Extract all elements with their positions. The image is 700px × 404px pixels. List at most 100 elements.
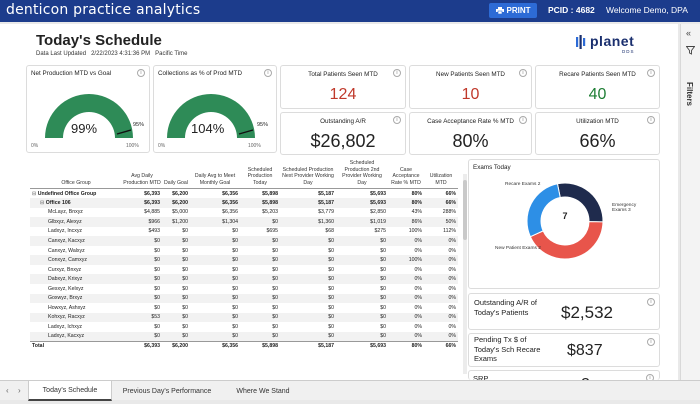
table-row[interactable]: Kohxyz, Racxyz $53 $0 $0 $0 $0 $0 0% 0%	[30, 312, 458, 323]
col-header[interactable]: Utilization MTD	[429, 173, 453, 186]
col-header[interactable]: Scheduled Production Next Provider Worki…	[282, 166, 334, 186]
row-label: Dabxyz, Krixyz	[30, 274, 122, 284]
info-icon[interactable]: i	[393, 116, 401, 124]
info-icon[interactable]: i	[647, 298, 655, 306]
table-cell: $0	[182, 228, 188, 235]
print-button[interactable]: PRINT	[489, 3, 537, 18]
row-label: Glbxyz, Alexyz	[30, 217, 122, 227]
info-icon[interactable]: i	[647, 116, 655, 124]
side-card-outstanding-ar[interactable]: Outstanding A/R of Today's Patients $2,5…	[468, 293, 660, 330]
gauge-card-collections[interactable]: Collections as % of Prod MTD i 104% 95% …	[153, 65, 277, 153]
col-header[interactable]: Daily Avg to Meet Monthly Goal	[194, 173, 236, 186]
table-cell: $0	[190, 331, 240, 342]
table-row[interactable]: ⊟ Office 106 $6,393 $6,200 $6,356 $5,898 $5,1…	[30, 198, 458, 208]
total-label: Total	[32, 343, 45, 350]
scrollbar-thumb[interactable]	[463, 180, 467, 240]
kpi-case-acceptance[interactable]: Case Acceptance Rate % MTD i 80%	[409, 112, 532, 155]
table-cell: 0%	[414, 266, 423, 273]
kpi-total-patients[interactable]: Total Patients Seen MTD i 124	[280, 65, 406, 109]
table-cell: $0	[154, 323, 160, 330]
table-cell: $275	[374, 228, 386, 235]
table-cell: $0	[182, 323, 188, 330]
col-header[interactable]: Office Group	[61, 179, 91, 186]
table-row[interactable]: McLayz, Bnxyz $4,885 $5,000 $6,356 $5,203 $3,…	[30, 208, 458, 218]
table-cell: $0	[162, 312, 190, 323]
right-rail: « Filters	[680, 24, 700, 380]
tab-todays-schedule[interactable]: Today's Schedule	[28, 381, 112, 401]
planet-dds-logo: planet DDS	[576, 33, 646, 55]
table-cell: 0%	[448, 266, 457, 273]
table-row[interactable]: Glbxyz, Alexyz $966 $1,200 $1,304 $0 $1,360 $1…	[30, 217, 458, 227]
table-row[interactable]: ⊟ Undefined Office Group $6,393 $6,200 $6,3…	[30, 189, 458, 199]
kpi-outstanding-ar[interactable]: Outstanding A/R i $26,802	[280, 112, 406, 155]
table-row[interactable]: Ladxyz, Ichxyz $0 $0 $0 $0 $0 $0 0% 0%	[30, 322, 458, 332]
table-cell: $695	[266, 228, 278, 235]
tab-where-we-stand[interactable]: Where We Stand	[236, 387, 290, 395]
gauge-max: 100%	[126, 143, 139, 149]
col-header[interactable]: Scheduled Production Today	[247, 166, 273, 186]
filter-icon[interactable]	[685, 46, 696, 57]
side-card-srp[interactable]	[468, 370, 660, 380]
collapse-toggle-icon[interactable]: ⊟	[40, 199, 46, 206]
table-cell: $0	[162, 274, 190, 284]
exams-title: Exams Today	[473, 164, 511, 171]
table-cell: 66%	[445, 190, 456, 197]
table-row[interactable]: Canxyz, Walxyz $0 $0 $0 $0 $0 $0 0% 0%	[30, 246, 458, 256]
timezone-label: Pacific Time	[155, 51, 188, 57]
table-row[interactable]: Gesxyz, Kelxyz $0 $0 $0 $0 $0 $0 0% 0%	[30, 284, 458, 294]
info-icon[interactable]: i	[647, 338, 655, 346]
total-cell: 80%	[411, 343, 422, 350]
kpi-value: 80%	[452, 131, 489, 151]
table-cell: $6,393	[144, 190, 160, 197]
info-icon[interactable]: i	[264, 69, 272, 77]
table-row[interactable]: Goxwyz, Brxyz $0 $0 $0 $0 $0 $0 0% 0%	[30, 293, 458, 304]
exams-today-card[interactable]: Exams Today Recare Exams 2 Emergency Exa…	[468, 159, 660, 289]
table-cell: 0%	[424, 236, 458, 246]
info-icon[interactable]: i	[393, 69, 401, 77]
print-label: PRINT	[506, 6, 531, 15]
side-card-pending-tx[interactable]: Pending Tx $ of Today's Sch Recare Exams…	[468, 333, 660, 367]
donut-slice[interactable]	[526, 183, 561, 238]
col-header[interactable]: Scheduled Production 2nd Provider Workin…	[342, 160, 382, 186]
table-row[interactable]: Curxyz, Bnxyz $0 $0 $0 $0 $0 $0 0% 0%	[30, 265, 458, 275]
welcome-user[interactable]: Welcome Demo, DPA	[606, 5, 688, 15]
tab-previous-days-performance[interactable]: Previous Day's Performance	[122, 387, 212, 395]
info-icon[interactable]: i	[137, 69, 145, 77]
row-name: Gesxyz, Kelxyz	[48, 285, 84, 292]
table-cell: $6,393	[122, 198, 162, 208]
table-cell: $493	[148, 228, 160, 235]
matrix-scrollbar[interactable]	[463, 174, 467, 374]
table-row[interactable]: Dabxyz, Krixyz $0 $0 $0 $0 $0 $0 0% 0%	[30, 274, 458, 284]
row-label: Conxyz, Camxyz	[30, 255, 122, 265]
table-cell: $0	[240, 255, 280, 265]
filters-label[interactable]: Filters	[685, 82, 694, 107]
table-cell: $0	[336, 331, 388, 342]
collapse-toggle-icon[interactable]: ⊟	[32, 190, 38, 197]
kpi-new-patients[interactable]: New Patients Seen MTD i 10	[409, 65, 532, 109]
kpi-utilization[interactable]: Utilization MTD i 66%	[535, 112, 660, 155]
table-row[interactable]: Howxyz, Ashxyz $0 $0 $0 $0 $0 $0 0% 0%	[30, 303, 458, 313]
exams-donut-chart	[526, 182, 604, 260]
tab-prev-icon[interactable]: ‹	[6, 386, 9, 395]
col-header[interactable]: Avg Daily Production MTD	[123, 173, 161, 186]
table-row[interactable]: Canxyz, Kacxyz $0 $0 $0 $0 $0 $0 0% 0%	[30, 236, 458, 246]
table-cell: 100%	[408, 228, 422, 235]
kpi-recare-patients[interactable]: Recare Patients Seen MTD i 40	[535, 65, 660, 109]
info-icon[interactable]: i	[647, 69, 655, 77]
office-group-matrix[interactable]: Office Group Avg Daily Production MTD Da…	[30, 159, 460, 379]
col-header[interactable]: Case Acceptance Rate % MTD	[391, 166, 421, 186]
collapse-chevrons-icon[interactable]: «	[686, 28, 692, 38]
tab-next-icon[interactable]: ›	[18, 386, 21, 395]
table-row[interactable]: Conxyz, Camxyz $0 $0 $0 $0 $0 $0 100% 0%	[30, 255, 458, 265]
gauge-card-net-production[interactable]: Net Production MTD vs Goal i 99% 95% 0% …	[26, 65, 150, 153]
side-card-value: $837	[567, 342, 603, 359]
table-cell: $0	[328, 323, 334, 330]
table-cell: 0%	[388, 274, 424, 284]
table-row[interactable]: Ladxyz, Kacxyz $0 $0 $0 $0 $0 $0 0% 0%	[30, 331, 458, 342]
brand-title: denticon practice analytics	[6, 2, 201, 18]
info-icon[interactable]: i	[519, 116, 527, 124]
table-cell: $0	[162, 293, 190, 304]
info-icon[interactable]: i	[519, 69, 527, 77]
table-row[interactable]: Ladxyz, Incxyz $493 $0 $0 $695 $68 $275 100% 112…	[30, 227, 458, 237]
col-header[interactable]: Daily Goal	[164, 179, 188, 186]
